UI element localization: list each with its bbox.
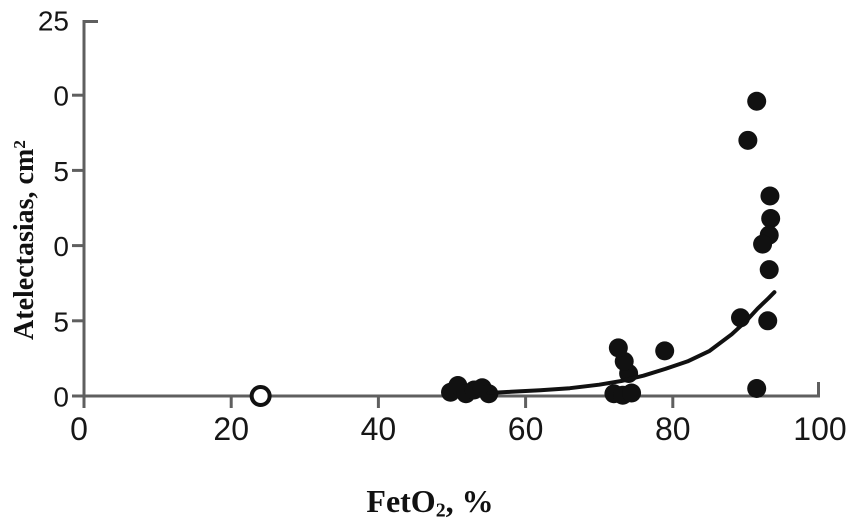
data-point: [608, 338, 628, 358]
y-axis-title: Atelectasias, cm2: [9, 140, 41, 340]
x-tick-label: 0: [70, 411, 88, 447]
data-point: [622, 383, 642, 403]
data-point: [759, 260, 779, 280]
data-point: [761, 209, 781, 229]
data-point: [747, 91, 767, 111]
data-point: [655, 341, 675, 361]
y-axis-title-text: Atelectasias, cm: [9, 148, 40, 340]
y-tick-label: 0: [53, 382, 69, 413]
data-point: [747, 378, 767, 398]
x-tick-label: 20: [213, 411, 249, 447]
data-point: [738, 130, 758, 150]
x-axis-title-subscript: 2: [435, 499, 446, 522]
data-point: [760, 186, 780, 206]
y-tick-label: 5: [53, 306, 69, 337]
x-axis-title: FetO2, %: [366, 483, 493, 522]
x-axis-title-text: FetO: [366, 483, 436, 519]
y-tick-label: 0: [53, 81, 69, 112]
x-tick-label: 40: [361, 411, 397, 447]
data-point: [758, 311, 778, 331]
x-tick-label: 60: [508, 411, 544, 447]
open-data-point: [249, 385, 272, 407]
x-axis-title-suffix: , %: [445, 483, 494, 519]
y-tick-label: 25: [38, 6, 69, 37]
y-axis-title-superscript: 2: [10, 140, 30, 149]
data-point: [753, 234, 773, 254]
y-tick-label: 5: [53, 156, 69, 187]
trend-curve: [486, 290, 777, 395]
x-tick-label: 80: [655, 411, 691, 447]
x-tick-label: 100: [793, 411, 846, 447]
y-tick-label: 0: [53, 231, 69, 262]
